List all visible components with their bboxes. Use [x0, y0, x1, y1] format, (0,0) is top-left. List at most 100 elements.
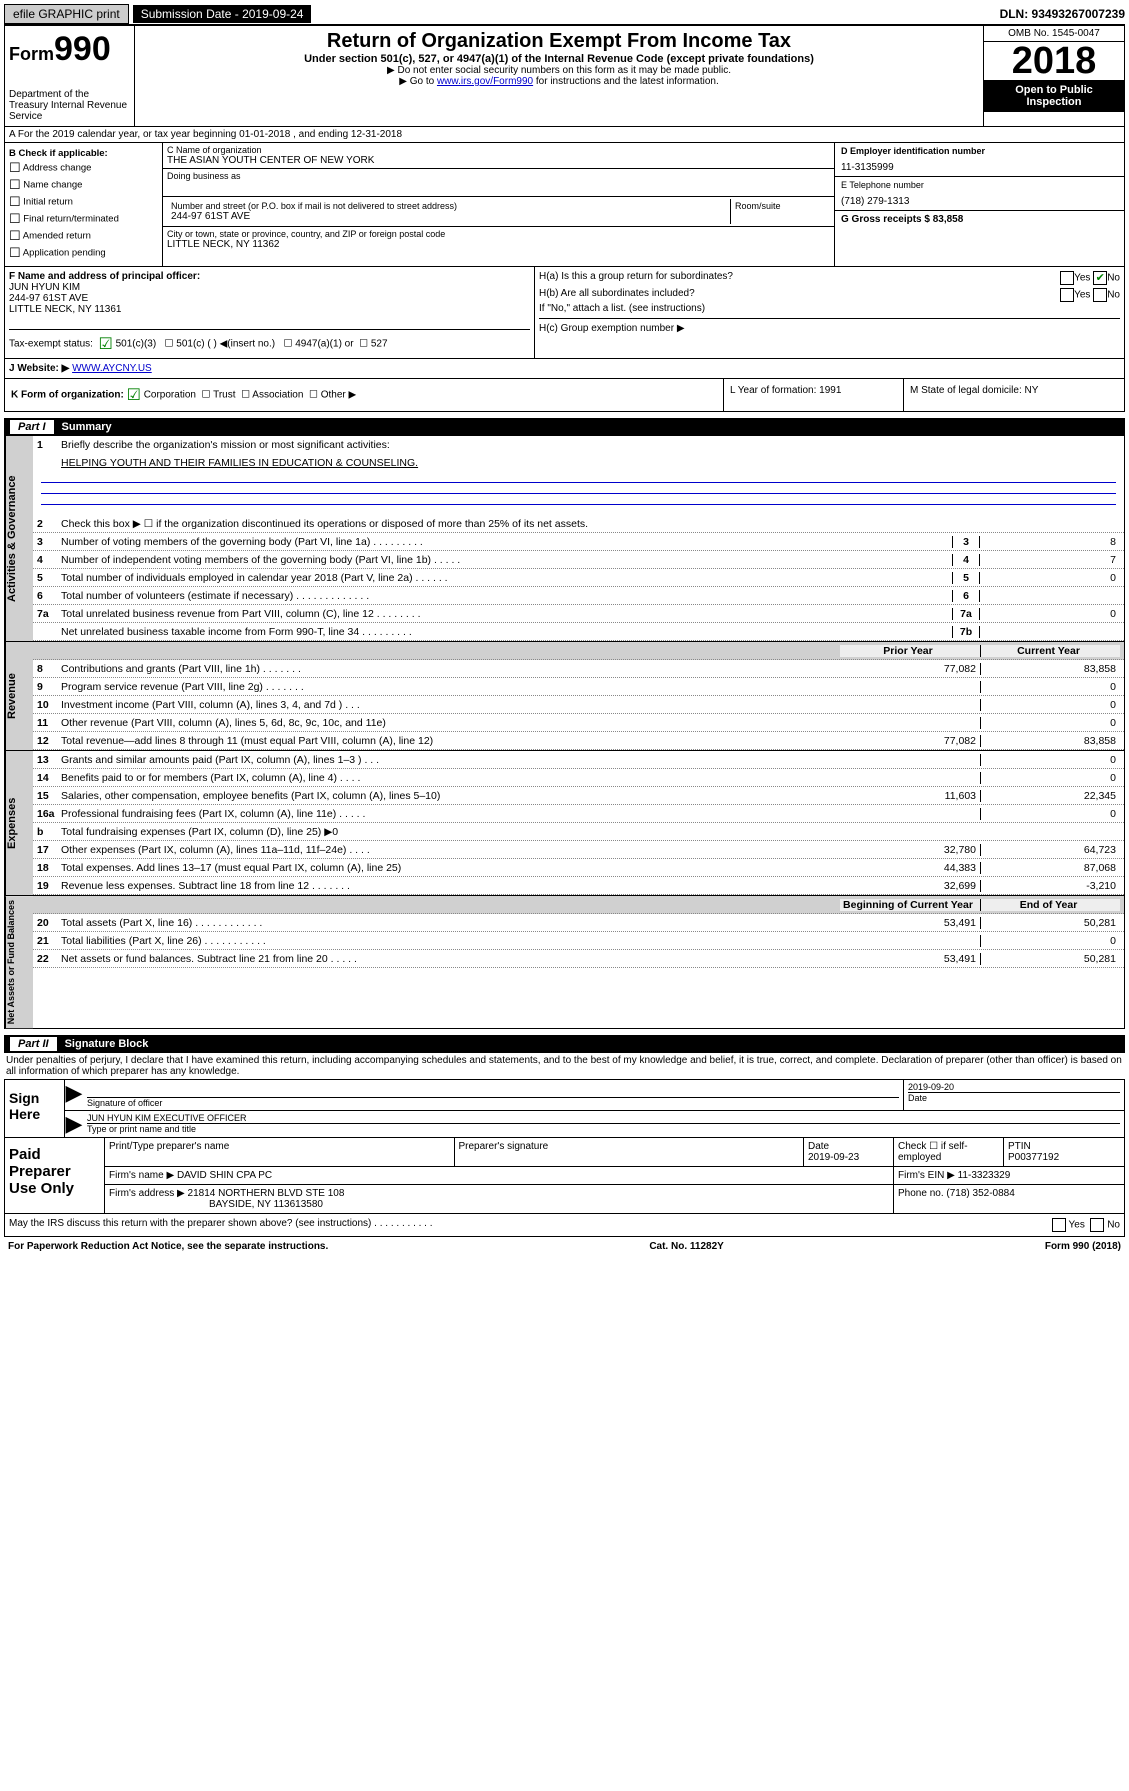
street-address: 244-97 61ST AVE [171, 211, 726, 222]
form-subtitle: Under section 501(c), 527, or 4947(a)(1)… [139, 53, 979, 65]
tax-year: 2018 [984, 42, 1124, 80]
website-link[interactable]: WWW.AYCNY.US [72, 363, 152, 374]
officer-addr1: 244-97 61ST AVE [9, 293, 530, 304]
state-domicile: M State of legal domicile: NY [904, 379, 1124, 411]
form-title: Return of Organization Exempt From Incom… [139, 30, 979, 53]
summary-line: 15Salaries, other compensation, employee… [33, 787, 1124, 805]
summary-line: Net unrelated business taxable income fr… [33, 623, 1124, 641]
section-a-period: A For the 2019 calendar year, or tax yea… [4, 127, 1125, 143]
top-bar: efile GRAPHIC print Submission Date ‑ 20… [4, 4, 1125, 24]
sign-here-block: Sign Here ▶ Signature of officer 2019-09… [4, 1079, 1125, 1138]
discuss-row: May the IRS discuss this return with the… [4, 1214, 1125, 1237]
org-name: THE ASIAN YOUTH CENTER OF NEW YORK [167, 155, 830, 166]
firm-name: DAVID SHIN CPA PC [177, 1170, 272, 1181]
officer-addr2: LITTLE NECK, NY 11361 [9, 304, 530, 315]
self-employed-check[interactable]: Check ☐ if self-employed [894, 1138, 1004, 1166]
sig-officer-label: Signature of officer [87, 1098, 899, 1108]
firm-addr2: BAYSIDE, NY 113613580 [209, 1199, 323, 1210]
section-j-website: J Website: ▶ WWW.AYCNY.US [4, 359, 1125, 379]
summary-line: 7aTotal unrelated business revenue from … [33, 605, 1124, 623]
efile-button[interactable]: efile GRAPHIC print [4, 4, 129, 24]
summary-net-assets: Net Assets or Fund Balances Beginning of… [4, 896, 1125, 1029]
city-label: City or town, state or province, country… [167, 229, 830, 239]
open-public-label: Open to Public Inspection [984, 80, 1124, 112]
city-state-zip: LITTLE NECK, NY 11362 [167, 239, 830, 250]
summary-governance: Activities & Governance 1Briefly describ… [4, 436, 1125, 642]
summary-line: 9Program service revenue (Part VIII, lin… [33, 678, 1124, 696]
dept-label: Department of the Treasury Internal Reve… [9, 89, 130, 122]
form-number: Form990 [9, 30, 130, 69]
summary-line: 3Number of voting members of the governi… [33, 533, 1124, 551]
ein-label: D Employer identification number [841, 146, 1118, 156]
summary-revenue: Revenue Prior YearCurrent Year 8Contribu… [4, 642, 1125, 751]
ein-value: 11-3135999 [841, 162, 1118, 173]
irs-link[interactable]: www.irs.gov/Form990 [437, 76, 533, 87]
preparer-sig-label: Preparer's signature [455, 1138, 805, 1166]
summary-line: 20Total assets (Part X, line 16) . . . .… [33, 914, 1124, 932]
summary-line: 13Grants and similar amounts paid (Part … [33, 751, 1124, 769]
summary-line: 14Benefits paid to or for members (Part … [33, 769, 1124, 787]
summary-line: 17Other expenses (Part IX, column (A), l… [33, 841, 1124, 859]
part-ii-header: Part IISignature Block [4, 1035, 1125, 1053]
dln-label: DLN: 93493267007239 [1000, 7, 1125, 21]
summary-line: 19Revenue less expenses. Subtract line 1… [33, 877, 1124, 895]
firm-addr1: 21814 NORTHERN BLVD STE 108 [188, 1188, 345, 1199]
ptin-value: P00377192 [1008, 1152, 1059, 1163]
phone-label: E Telephone number [841, 180, 1118, 190]
summary-line: 4Number of independent voting members of… [33, 551, 1124, 569]
firm-ein: 11-3323329 [958, 1170, 1011, 1181]
tax-exempt-label: Tax-exempt status: [9, 339, 93, 350]
officer-name-label: Type or print name and title [87, 1124, 1120, 1134]
section-klm: K Form of organization: ☑ Corporation ☐ … [4, 379, 1125, 412]
firm-phone: (718) 352-0884 [946, 1188, 1014, 1199]
summary-line: 22Net assets or fund balances. Subtract … [33, 950, 1124, 968]
perjury-text: Under penalties of perjury, I declare th… [4, 1053, 1125, 1079]
side-expenses: Expenses [5, 751, 33, 895]
sign-here-label: Sign Here [5, 1080, 65, 1137]
ha-label: H(a) Is this a group return for subordin… [539, 271, 733, 282]
submission-date: Submission Date ‑ 2019-09-24 [133, 5, 312, 23]
summary-line: 5Total number of individuals employed in… [33, 569, 1124, 587]
officer-label: F Name and address of principal officer: [9, 271, 530, 282]
summary-line: bTotal fundraising expenses (Part IX, co… [33, 823, 1124, 841]
side-revenue: Revenue [5, 642, 33, 750]
year-formation: L Year of formation: 1991 [724, 379, 904, 411]
section-bcde: B Check if applicable: ☐ Address change … [4, 143, 1125, 267]
form-header: Form990 Department of the Treasury Inter… [4, 24, 1125, 127]
org-name-label: C Name of organization [167, 145, 830, 155]
preparer-name-label: Print/Type preparer's name [105, 1138, 455, 1166]
section-fh: F Name and address of principal officer:… [4, 267, 1125, 359]
sig-date: 2019-09-20 [908, 1082, 1120, 1093]
summary-line: 21Total liabilities (Part X, line 26) . … [33, 932, 1124, 950]
hb-note: If "No," attach a list. (see instruction… [539, 303, 1120, 314]
summary-line: 12Total revenue—add lines 8 through 11 (… [33, 732, 1124, 750]
check-501c3-icon: ☑ [98, 336, 112, 353]
summary-expenses: Expenses 13Grants and similar amounts pa… [4, 751, 1125, 896]
summary-line: 8Contributions and grants (Part VIII, li… [33, 660, 1124, 678]
gross-receipts: G Gross receipts $ 83,858 [841, 214, 1118, 225]
hb-label: H(b) Are all subordinates included? [539, 288, 695, 299]
sig-date-label: Date [908, 1093, 1120, 1103]
hc-label: H(c) Group exemption number ▶ [539, 318, 1120, 334]
side-net-assets: Net Assets or Fund Balances [5, 896, 33, 1028]
note-ssn: ▶ Do not enter social security numbers o… [139, 65, 979, 76]
officer-name: JUN HYUN KIM [9, 282, 530, 293]
note-goto: ▶ Go to www.irs.gov/Form990 for instruct… [139, 76, 979, 87]
summary-line: 18Total expenses. Add lines 13–17 (must … [33, 859, 1124, 877]
summary-line: 16aProfessional fundraising fees (Part I… [33, 805, 1124, 823]
paid-preparer-label: Paid Preparer Use Only [5, 1138, 105, 1213]
dba-label: Doing business as [167, 171, 830, 181]
summary-line: 6Total number of volunteers (estimate if… [33, 587, 1124, 605]
room-suite-label: Room/suite [730, 199, 830, 224]
page-footer: For Paperwork Reduction Act Notice, see … [4, 1237, 1125, 1256]
side-governance: Activities & Governance [5, 436, 33, 641]
phone-value: (718) 279-1313 [841, 196, 1118, 207]
addr-label: Number and street (or P.O. box if mail i… [171, 201, 726, 211]
preparer-date: 2019-09-23 [808, 1152, 859, 1163]
summary-line: 11Other revenue (Part VIII, column (A), … [33, 714, 1124, 732]
part-i-header: Part ISummary [4, 418, 1125, 436]
section-b-checks: B Check if applicable: ☐ Address change … [5, 143, 163, 266]
summary-line: 10Investment income (Part VIII, column (… [33, 696, 1124, 714]
officer-name-title: JUN HYUN KIM EXECUTIVE OFFICER [87, 1113, 1120, 1124]
paid-preparer-block: Paid Preparer Use Only Print/Type prepar… [4, 1138, 1125, 1214]
